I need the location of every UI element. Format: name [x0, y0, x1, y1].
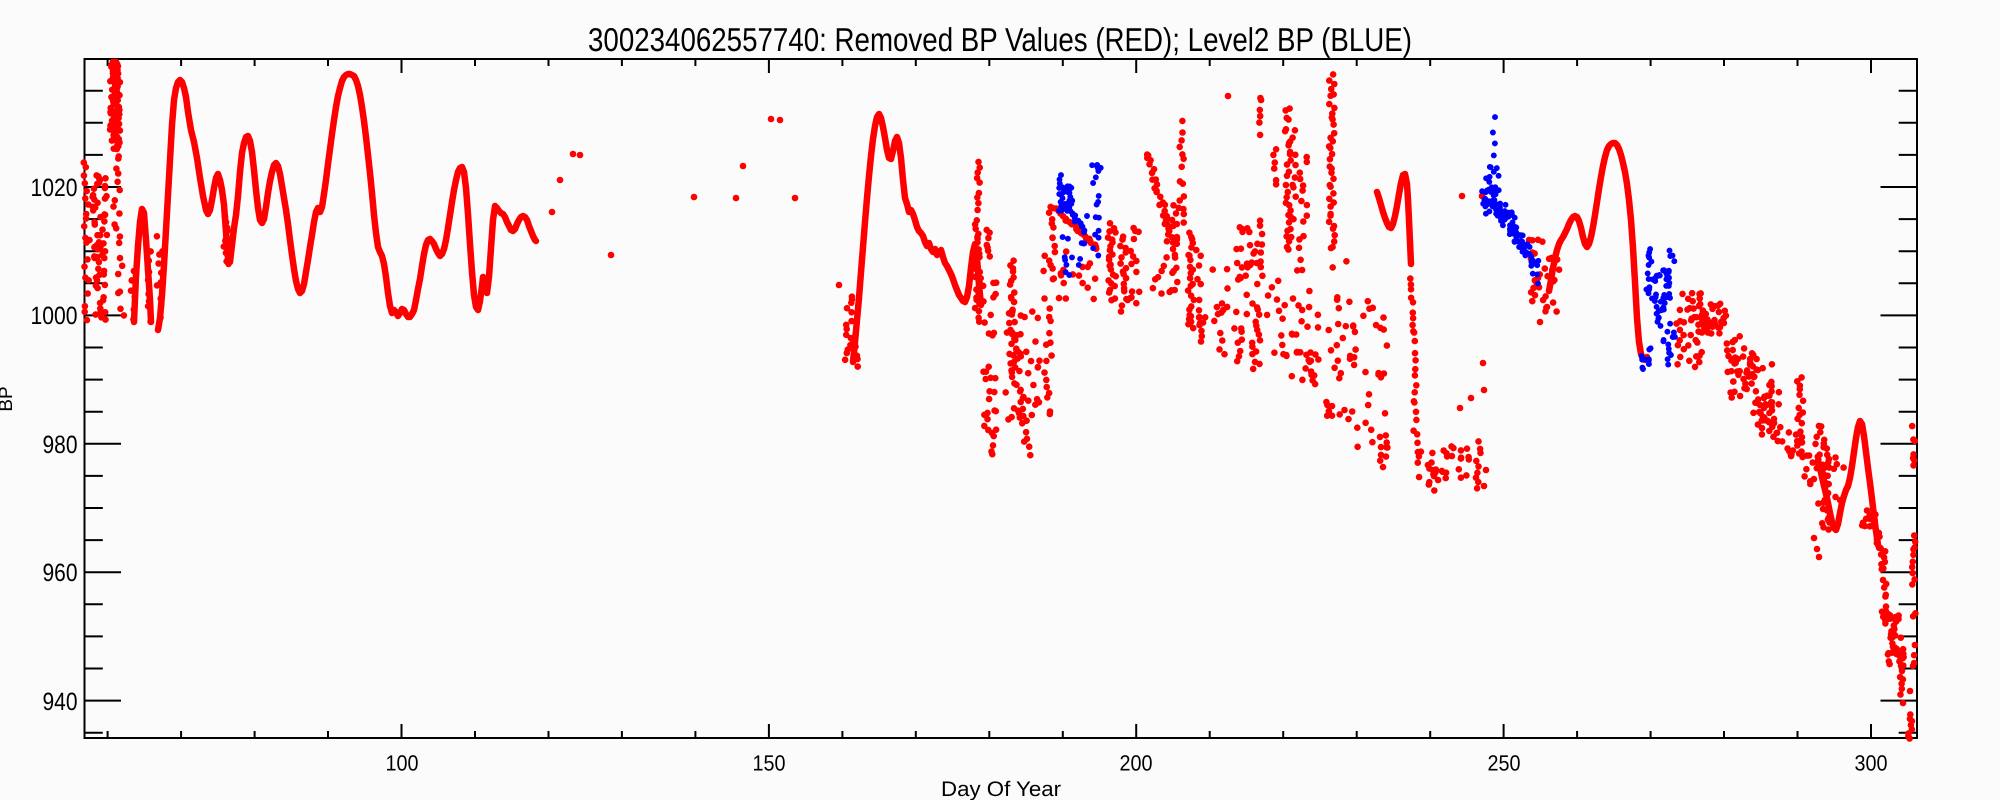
svg-text:1020: 1020 — [31, 174, 78, 202]
svg-text:940: 940 — [43, 688, 78, 716]
svg-text:BP: BP — [0, 386, 17, 411]
svg-text:200: 200 — [1120, 751, 1153, 776]
svg-text:960: 960 — [43, 559, 78, 587]
svg-text:300234062557740: Removed BP Va: 300234062557740: Removed BP Values (RED)… — [588, 21, 1412, 58]
svg-text:Day Of Year: Day Of Year — [941, 778, 1061, 800]
svg-text:100: 100 — [386, 751, 419, 776]
svg-text:300: 300 — [1855, 751, 1888, 776]
svg-text:150: 150 — [753, 751, 786, 776]
svg-text:980: 980 — [43, 431, 78, 459]
svg-text:1000: 1000 — [31, 302, 78, 330]
svg-text:250: 250 — [1488, 751, 1521, 776]
